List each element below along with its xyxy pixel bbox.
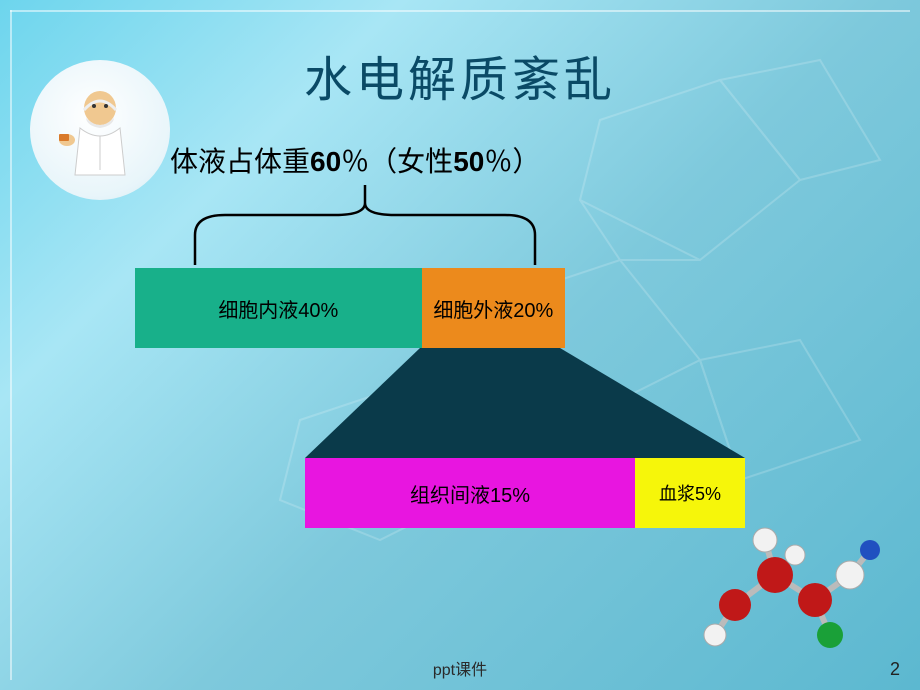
interstitial-bar: 组织间液15% — [305, 458, 635, 528]
intracellular-label: 细胞内液40% — [218, 294, 338, 323]
brace-connector — [165, 185, 565, 265]
fluid-row-2: 组织间液15% 血浆5% — [305, 458, 745, 528]
subtitle: 体液占体重60％（女性50％） — [170, 140, 540, 180]
subtitle-text-3: ％） — [484, 146, 540, 177]
subtitle-bold-1: 60 — [310, 146, 341, 177]
frame-top — [10, 10, 910, 12]
extracellular-label: 细胞外液20% — [433, 294, 553, 323]
frame-left — [10, 10, 12, 680]
intracellular-bar: 细胞内液40% — [135, 268, 422, 348]
subtitle-text-2: ％（女性 — [341, 146, 453, 177]
molecule-icon — [695, 505, 885, 655]
fluid-row-1: 细胞内液40% 细胞外液20% — [135, 268, 565, 348]
plasma-label: 血浆5% — [659, 480, 721, 506]
slide-title: 水电解质紊乱 — [0, 40, 920, 110]
subtitle-text-1: 体液占体重 — [170, 146, 310, 177]
extracellular-bar: 细胞外液20% — [422, 268, 565, 348]
wedge-connector — [305, 348, 745, 458]
footer-label: ppt课件 — [0, 656, 920, 680]
subtitle-bold-2: 50 — [453, 146, 484, 177]
interstitial-label: 组织间液15% — [410, 479, 530, 508]
page-number: 2 — [890, 659, 900, 680]
